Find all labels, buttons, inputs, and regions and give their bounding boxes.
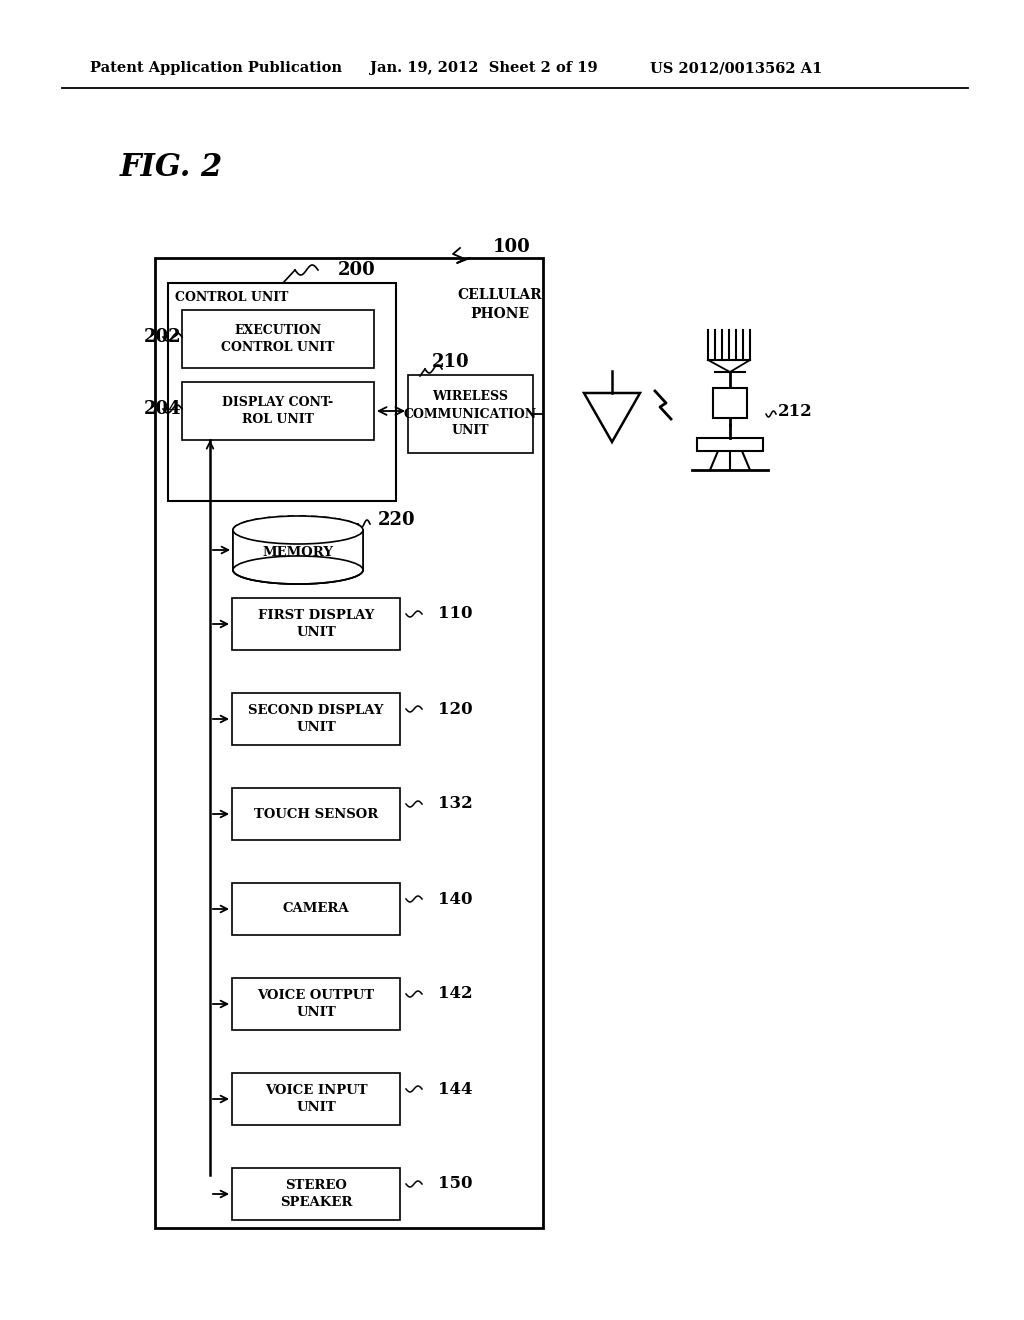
Text: 150: 150 bbox=[438, 1176, 472, 1192]
FancyBboxPatch shape bbox=[182, 310, 374, 368]
Text: 202: 202 bbox=[144, 327, 181, 346]
Text: STEREO
SPEAKER: STEREO SPEAKER bbox=[280, 1179, 352, 1209]
Text: CELLULAR
PHONE: CELLULAR PHONE bbox=[458, 288, 543, 322]
Text: 212: 212 bbox=[778, 404, 813, 421]
FancyBboxPatch shape bbox=[408, 375, 534, 453]
Text: 144: 144 bbox=[438, 1081, 472, 1097]
Text: 100: 100 bbox=[493, 238, 530, 256]
Text: VOICE OUTPUT
UNIT: VOICE OUTPUT UNIT bbox=[257, 989, 375, 1019]
Text: CAMERA: CAMERA bbox=[283, 903, 349, 916]
Ellipse shape bbox=[233, 516, 362, 544]
FancyBboxPatch shape bbox=[232, 693, 400, 744]
Text: FIRST DISPLAY
UNIT: FIRST DISPLAY UNIT bbox=[258, 609, 374, 639]
Text: TOUCH SENSOR: TOUCH SENSOR bbox=[254, 808, 378, 821]
Text: 120: 120 bbox=[438, 701, 473, 718]
Text: 132: 132 bbox=[438, 796, 473, 813]
FancyBboxPatch shape bbox=[182, 381, 374, 440]
FancyBboxPatch shape bbox=[232, 598, 400, 649]
FancyBboxPatch shape bbox=[713, 388, 746, 418]
FancyBboxPatch shape bbox=[232, 883, 400, 935]
Text: US 2012/0013562 A1: US 2012/0013562 A1 bbox=[650, 61, 822, 75]
Text: WIRELESS
COMMUNICATION
UNIT: WIRELESS COMMUNICATION UNIT bbox=[403, 391, 537, 437]
Text: 204: 204 bbox=[144, 400, 181, 418]
FancyBboxPatch shape bbox=[697, 438, 763, 451]
FancyBboxPatch shape bbox=[232, 1168, 400, 1220]
Text: 200: 200 bbox=[338, 261, 376, 279]
FancyBboxPatch shape bbox=[232, 1073, 400, 1125]
Text: DISPLAY CONT-
ROL UNIT: DISPLAY CONT- ROL UNIT bbox=[222, 396, 334, 426]
Text: 110: 110 bbox=[438, 606, 472, 623]
Text: Patent Application Publication: Patent Application Publication bbox=[90, 61, 342, 75]
Text: 142: 142 bbox=[438, 986, 473, 1002]
FancyBboxPatch shape bbox=[232, 788, 400, 840]
Text: MEMORY: MEMORY bbox=[262, 545, 334, 558]
Text: SECOND DISPLAY
UNIT: SECOND DISPLAY UNIT bbox=[248, 704, 384, 734]
Text: CONTROL UNIT: CONTROL UNIT bbox=[175, 290, 289, 304]
Text: 220: 220 bbox=[378, 511, 416, 529]
Text: FIG. 2: FIG. 2 bbox=[120, 153, 223, 183]
Text: 140: 140 bbox=[438, 891, 472, 908]
FancyBboxPatch shape bbox=[232, 978, 400, 1030]
FancyBboxPatch shape bbox=[233, 531, 362, 570]
Ellipse shape bbox=[233, 556, 362, 583]
FancyBboxPatch shape bbox=[168, 282, 396, 502]
Text: 210: 210 bbox=[432, 352, 470, 371]
FancyBboxPatch shape bbox=[155, 257, 543, 1228]
Text: Jan. 19, 2012  Sheet 2 of 19: Jan. 19, 2012 Sheet 2 of 19 bbox=[370, 61, 598, 75]
Text: VOICE INPUT
UNIT: VOICE INPUT UNIT bbox=[264, 1084, 368, 1114]
Text: EXECUTION
CONTROL UNIT: EXECUTION CONTROL UNIT bbox=[221, 323, 335, 354]
